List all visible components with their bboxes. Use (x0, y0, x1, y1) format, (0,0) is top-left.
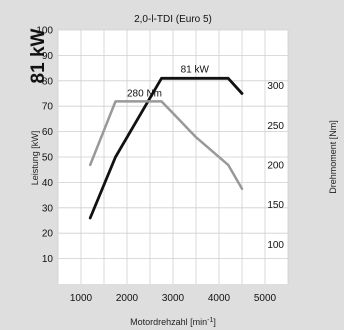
y-tick-label-left: 90 (42, 51, 54, 62)
y-tick-label-left: 10 (42, 254, 54, 265)
x-tick-label: 1000 (70, 293, 93, 304)
series-line-drehmoment (88, 100, 244, 191)
y-tick-label-right: 200 (267, 160, 284, 171)
y-tick-label-left: 30 (42, 203, 54, 214)
y-tick-label-right: 150 (267, 200, 284, 211)
y-tick-label-right: 250 (267, 121, 284, 132)
series-lines (88, 76, 244, 220)
y-axis-label-left: Leistung [kW] (30, 131, 40, 186)
torque-peak-label: 280 Nm (127, 88, 162, 99)
x-axis-label: Motordrehzahl [min-1] (130, 317, 216, 327)
power-peak-label: 81 kW (181, 64, 210, 75)
y-tick-label-left: 80 (42, 76, 54, 87)
y-tick-label-left: 40 (42, 178, 54, 189)
series-line-leistung (88, 76, 244, 220)
y-tick-label-left: 50 (42, 153, 54, 164)
x-tick-label: 5000 (254, 293, 277, 304)
tick-labels: 10 20 30 40 50 60 70 80 90 100 100 150 200 250 300 1000… (36, 26, 284, 305)
y-axis-label-right: Drehmoment [Nm] (328, 120, 338, 194)
chart-title: 2,0-l-TDI (Euro 5) (134, 14, 212, 25)
x-axis-label-base: Motordrehzahl [min (130, 317, 207, 327)
x-tick-label: 3000 (162, 293, 185, 304)
y-tick-label-right: 100 (267, 240, 284, 251)
x-axis-label-exp: -1 (207, 317, 213, 324)
x-axis-label-close: ] (213, 317, 216, 327)
headline-power: 81 kW (28, 28, 49, 83)
y-tick-label-right: 300 (267, 81, 284, 92)
y-tick-label-left: 60 (42, 127, 54, 138)
y-tick-label-left: 70 (42, 102, 54, 113)
x-tick-label: 4000 (208, 293, 231, 304)
x-tick-label: 2000 (116, 293, 139, 304)
y-tick-label-left: 20 (42, 229, 54, 240)
y-tick-label-left: 100 (36, 26, 53, 37)
